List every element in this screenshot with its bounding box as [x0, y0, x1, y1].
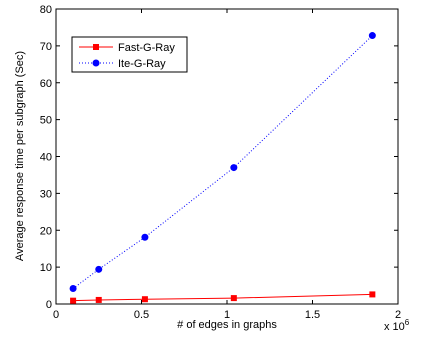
y-tick-label: 50: [40, 115, 52, 127]
data-point-fast-g-ray: [95, 296, 102, 303]
y-tick-label: 70: [40, 41, 52, 53]
x-multiplier-exponent: 6: [405, 318, 410, 327]
x-tick-label: 0.5: [134, 309, 149, 321]
data-point-ite-g-ray: [230, 164, 238, 172]
data-point-ite-g-ray: [95, 265, 103, 273]
legend: Fast-G-Ray Ite-G-Ray: [71, 36, 188, 73]
data-point-fast-g-ray: [70, 297, 77, 304]
y-tick-label: 80: [40, 4, 52, 16]
data-point-fast-g-ray: [230, 295, 237, 302]
y-tick-label: 30: [40, 188, 52, 200]
y-tick-label: 20: [40, 225, 52, 237]
y-tick-label: 0: [46, 299, 52, 311]
y-axis-label: Average response time per subgraph (Sec): [14, 51, 26, 261]
data-point-fast-g-ray: [141, 296, 148, 303]
series-layer: [69, 32, 376, 304]
data-point-ite-g-ray: [368, 32, 376, 40]
data-point-ite-g-ray: [69, 285, 77, 293]
y-tick-label: 60: [40, 78, 52, 90]
legend-label-fast-g-ray: Fast-G-Ray: [118, 42, 175, 54]
x-tick-label: 2: [395, 309, 401, 321]
x-multiplier: x 106: [384, 318, 410, 333]
legend-label-ite-g-ray: Ite-G-Ray: [118, 58, 166, 70]
x-axis-label: # of edges in graphs: [177, 319, 277, 331]
y-tick-label: 10: [40, 262, 52, 274]
x-tick-label: 0: [53, 309, 59, 321]
x-tick-label: 1: [224, 309, 230, 321]
series-line-ite-g-ray: [72, 35, 373, 289]
legend-box: [71, 36, 188, 73]
x-multiplier-base: x 10: [384, 321, 405, 333]
x-tick-label: 1.5: [305, 309, 320, 321]
y-tick-label: 40: [40, 152, 52, 164]
data-point-ite-g-ray: [141, 233, 149, 241]
legend-marker-ite-g-ray: [92, 59, 100, 67]
legend-marker-fast-g-ray: [93, 44, 99, 50]
data-point-fast-g-ray: [369, 291, 376, 298]
